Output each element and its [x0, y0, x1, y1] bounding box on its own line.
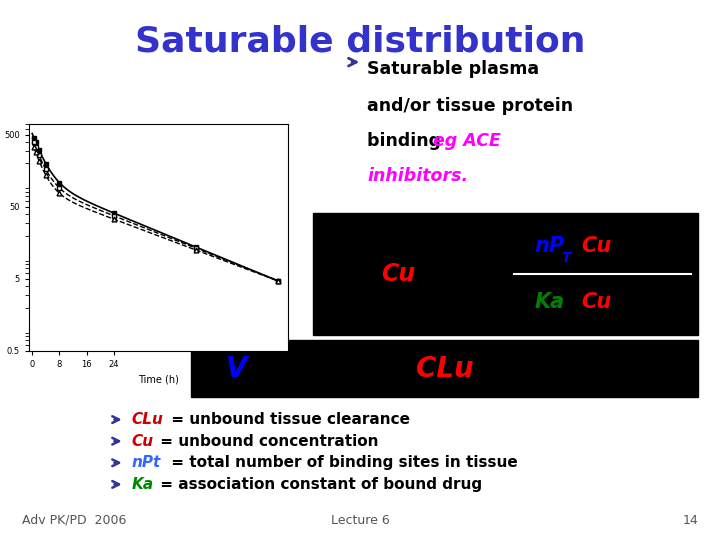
- Text: Cu: Cu: [581, 292, 611, 312]
- Bar: [191, 340, 698, 397]
- Text: = unbound concentration: = unbound concentration: [155, 434, 378, 449]
- Bar: [313, 213, 698, 335]
- Text: T: T: [562, 251, 571, 265]
- Text: Saturable plasma: Saturable plasma: [367, 60, 539, 78]
- Text: nPt: nPt: [132, 455, 161, 470]
- Text: Cu: Cu: [581, 236, 611, 256]
- Text: Lecture 6: Lecture 6: [330, 514, 390, 526]
- Text: CLu: CLu: [132, 412, 163, 427]
- Text: inhibitors.: inhibitors.: [367, 167, 468, 185]
- Text: Cu: Cu: [381, 262, 415, 286]
- Text: Ka: Ka: [535, 292, 565, 312]
- Text: = unbound tissue clearance: = unbound tissue clearance: [166, 412, 410, 427]
- Text: CLu: CLu: [415, 355, 474, 382]
- Text: Cu: Cu: [132, 434, 154, 449]
- Text: Ka: Ka: [132, 477, 154, 492]
- Text: Adv PK/PD  2006: Adv PK/PD 2006: [22, 514, 126, 526]
- Text: = association constant of bound drug: = association constant of bound drug: [155, 477, 482, 492]
- Text: Saturable distribution: Saturable distribution: [135, 24, 585, 58]
- Text: = total number of binding sites in tissue: = total number of binding sites in tissu…: [166, 455, 518, 470]
- Text: V: V: [226, 355, 247, 382]
- Text: nP: nP: [535, 236, 564, 256]
- X-axis label: Time (h): Time (h): [138, 375, 179, 384]
- Text: binding: binding: [367, 132, 447, 150]
- Text: eg ACE: eg ACE: [433, 132, 501, 150]
- Text: and/or tissue protein: and/or tissue protein: [367, 97, 573, 115]
- Text: 14: 14: [683, 514, 698, 526]
